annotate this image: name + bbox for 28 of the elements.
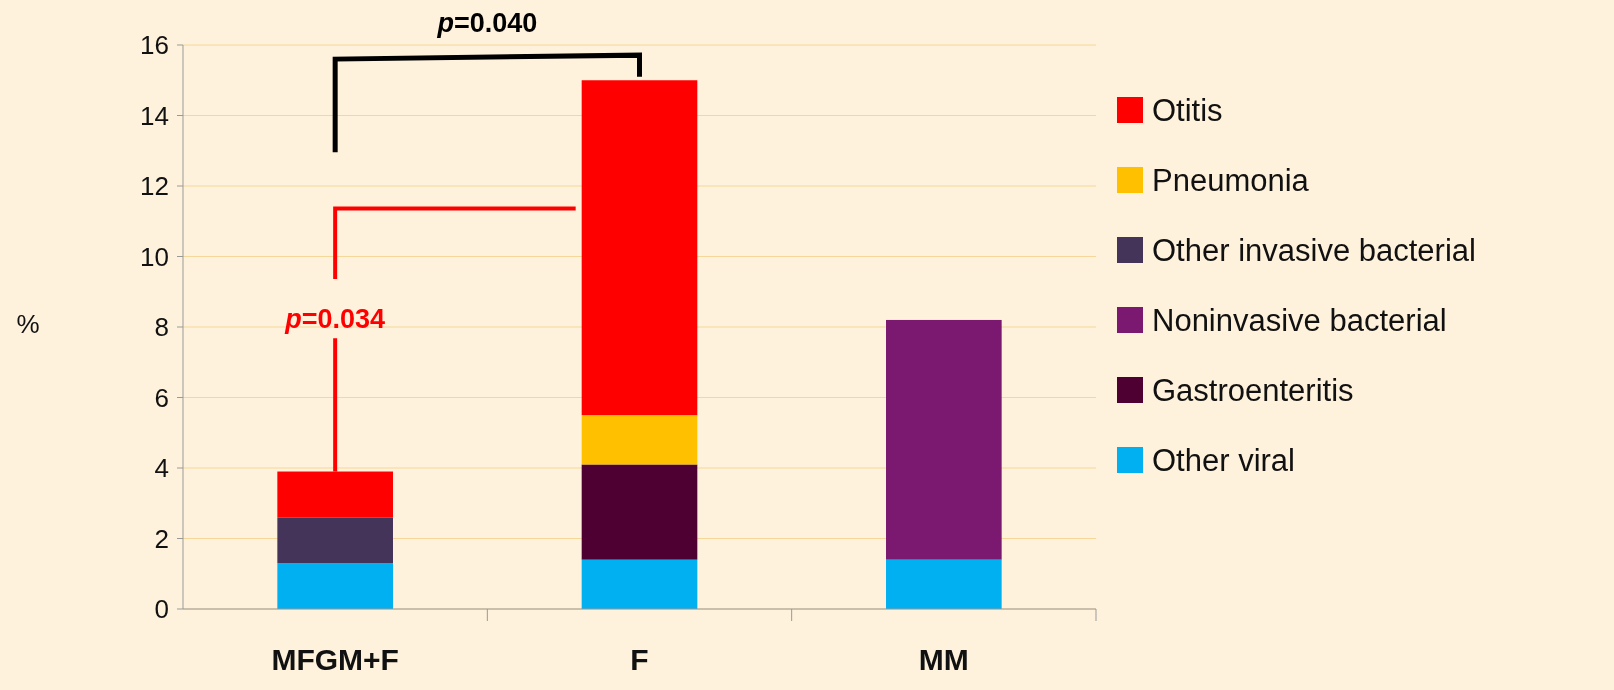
legend-label: Gastroenteritis [1152, 372, 1354, 408]
legend-label: Other invasive bacterial [1152, 232, 1476, 268]
text: p=0.040 [436, 8, 538, 38]
bar [581, 559, 698, 609]
bar [277, 517, 393, 564]
x-tick-label: MM [918, 643, 969, 676]
y-tick-label: 4 [154, 453, 169, 484]
annotation: p=0.034 [284, 303, 386, 334]
x-tick-label: F [630, 643, 649, 676]
y-tick-label: 2 [154, 523, 169, 554]
legend-label: Pneumonia [1152, 162, 1310, 198]
y-tick-label: 14 [140, 100, 169, 131]
bar [581, 415, 698, 465]
y-tick-label: 16 [140, 30, 169, 61]
legend-label: Other viral [1152, 442, 1295, 478]
y-tick-label: 0 [154, 594, 169, 625]
y-tick-label: 6 [154, 382, 169, 413]
bar [886, 559, 1002, 609]
y-tick-label: 8 [154, 312, 169, 343]
bar [581, 464, 698, 560]
y-axis-title: % [16, 309, 40, 339]
x-tick-label: MFGM+F [271, 643, 399, 676]
bar [277, 563, 393, 609]
y-tick-label: 12 [140, 171, 169, 202]
bar [886, 319, 1002, 560]
legend-label: Otitis [1152, 92, 1223, 128]
y-tick-label: 10 [140, 241, 169, 272]
legend-label: Noninvasive bacterial [1152, 302, 1447, 338]
